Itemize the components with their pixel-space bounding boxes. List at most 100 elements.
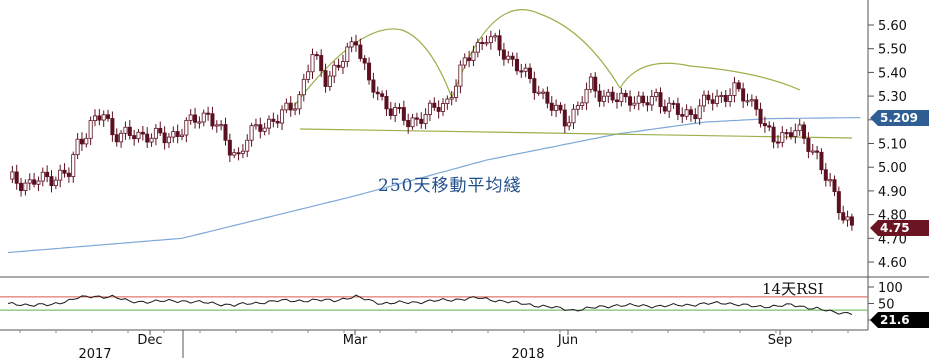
candle-body [658, 92, 663, 107]
candle-body [732, 82, 737, 96]
candle-body [319, 55, 324, 72]
candle-body [649, 96, 654, 106]
candle-body [475, 42, 480, 53]
candle-body [332, 64, 337, 77]
candle-body [523, 67, 528, 72]
candle-body [806, 138, 811, 152]
rsi-series [0, 294, 868, 315]
candle-body [301, 78, 306, 96]
candle-body [815, 150, 820, 153]
candle-body [449, 97, 454, 100]
candle-body [736, 82, 741, 90]
candle-body [362, 58, 367, 64]
candle-body [440, 103, 445, 112]
left-shoulder-arc [293, 28, 453, 107]
x-month-label: Mar [343, 333, 368, 348]
ma-250-annotation: 250天移動平均綫 [378, 176, 521, 196]
candle-body [797, 124, 802, 132]
candle-body [836, 191, 841, 214]
candle-body [227, 139, 232, 156]
candle-body [462, 57, 467, 66]
candle-body [697, 105, 702, 120]
rsi-tick-label: 100 [878, 281, 903, 296]
candle-body [210, 113, 215, 127]
rsi-value-badge: 21.6 [870, 312, 929, 328]
candle-body [562, 109, 567, 127]
pattern-lines [293, 9, 853, 139]
candle-body [19, 182, 24, 191]
candle-body [253, 124, 258, 127]
candle-body [667, 102, 672, 112]
x-month-label: Sep [768, 333, 793, 348]
candle-body [545, 91, 550, 104]
candle-body [497, 35, 502, 51]
price-tick-label: 5.50 [878, 43, 907, 58]
candle-body [280, 109, 285, 124]
candle-body [323, 70, 328, 87]
candle-body [188, 114, 193, 121]
candle-body [710, 99, 715, 104]
candle-body [266, 118, 271, 129]
candle-body [406, 120, 411, 128]
candle-body [262, 127, 267, 132]
candle-body [628, 96, 633, 106]
candle-body [71, 154, 76, 177]
candle-body [384, 96, 389, 110]
candle-body [549, 102, 554, 111]
candle-body [632, 102, 637, 106]
candle-body [223, 124, 228, 141]
price-tick-label: 4.70 [878, 232, 907, 247]
candle-body [771, 126, 776, 143]
candle-body [693, 114, 698, 120]
candle-body [236, 152, 241, 155]
candle-body [536, 91, 541, 94]
candle-body [575, 105, 580, 110]
candle-body [762, 123, 767, 127]
candle-body [53, 179, 58, 187]
candle-body [780, 132, 785, 143]
last-price-badge: 4.75 [870, 220, 929, 236]
candle-body [802, 124, 807, 139]
candle-body [445, 98, 450, 104]
candle-body [741, 88, 746, 102]
candle-body [45, 171, 50, 178]
candle-body [306, 71, 311, 80]
candle-body [754, 99, 759, 110]
candle-body [393, 107, 398, 116]
candle-body [358, 44, 363, 59]
candle-body [832, 179, 837, 193]
candle-body [149, 137, 154, 143]
candle-body [336, 64, 341, 68]
candle-body [654, 92, 659, 97]
candle-body [93, 115, 98, 121]
candle-body [793, 130, 798, 137]
candle-body [23, 182, 28, 191]
candle-body [249, 125, 254, 141]
candle-body [641, 95, 646, 104]
candle-body [719, 94, 724, 97]
candle-body [467, 57, 472, 61]
candle-body [197, 121, 202, 124]
price-tick-label: 5.30 [878, 90, 907, 105]
candle-body [27, 179, 32, 184]
candle-body [284, 102, 289, 111]
candle-body [506, 55, 511, 60]
price-tick-label: 5.40 [878, 66, 907, 81]
candle-body [184, 119, 189, 136]
candle-body [88, 120, 93, 139]
candle-body [554, 104, 559, 111]
candle-body [288, 102, 293, 111]
svg-text:4.75: 4.75 [880, 221, 910, 235]
candle-body [675, 103, 680, 115]
candle-body [423, 114, 428, 124]
candle-body [397, 107, 402, 110]
svg-text:5.209: 5.209 [880, 111, 918, 125]
price-tick-label: 4.80 [878, 209, 907, 224]
candle-body [258, 124, 263, 132]
x-tick-labels: Dec Mar Jun Sep 2017 2018 [19, 330, 849, 360]
candle-body [541, 91, 546, 94]
candle-body [153, 127, 158, 139]
ma-250-line-group [7, 117, 861, 254]
rsi-tick-label: 50 [878, 298, 895, 313]
